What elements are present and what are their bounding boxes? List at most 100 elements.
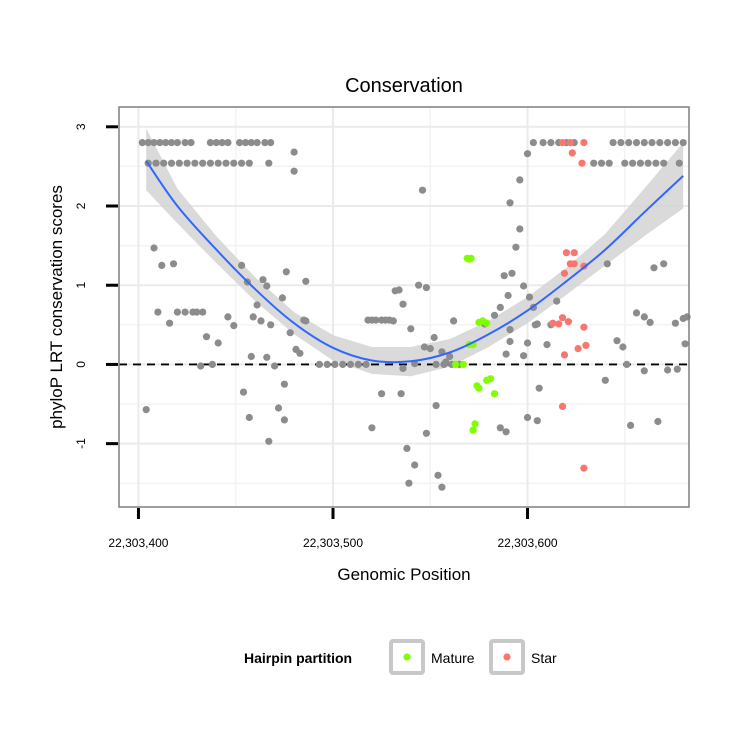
chart-title: Conservation xyxy=(345,75,463,97)
legend-item-mature: Mature xyxy=(389,639,475,675)
point-other xyxy=(502,428,510,436)
point-other xyxy=(625,139,633,147)
legend-title: Hairpin partition xyxy=(244,650,352,666)
point-other xyxy=(214,159,222,167)
point-other xyxy=(166,319,174,327)
smooth-confidence-band xyxy=(146,128,684,377)
point-other xyxy=(315,360,323,368)
point-other xyxy=(539,139,547,147)
point-other xyxy=(627,421,635,429)
point-other xyxy=(671,319,680,327)
point-other xyxy=(224,313,232,321)
point-other xyxy=(648,139,656,147)
point-other xyxy=(372,316,380,324)
point-other xyxy=(535,384,543,392)
point-other xyxy=(212,139,220,147)
point-other xyxy=(675,159,683,167)
point-other xyxy=(399,364,407,372)
point-other xyxy=(302,277,310,285)
point-other xyxy=(214,339,222,347)
point-other xyxy=(389,317,397,325)
point-other xyxy=(500,272,508,280)
point-other xyxy=(619,343,627,351)
point-mature xyxy=(487,375,495,383)
point-other xyxy=(508,269,516,277)
point-star xyxy=(580,139,588,147)
point-star xyxy=(562,249,571,257)
point-other xyxy=(422,284,430,292)
point-other xyxy=(605,159,613,167)
point-other xyxy=(629,159,637,167)
point-other xyxy=(516,225,524,233)
point-other xyxy=(523,339,532,347)
point-other xyxy=(660,159,668,167)
point-other xyxy=(609,139,617,147)
point-star xyxy=(558,139,567,147)
point-other xyxy=(263,282,271,290)
point-other xyxy=(158,261,166,269)
point-other xyxy=(222,159,230,167)
x-tick-label: 22,303,400 xyxy=(108,536,168,550)
point-other xyxy=(144,139,152,147)
point-other xyxy=(265,437,273,445)
point-star xyxy=(564,318,573,326)
point-other xyxy=(671,139,680,147)
point-other xyxy=(432,360,440,368)
point-other xyxy=(543,341,551,349)
point-star xyxy=(578,159,586,167)
point-other xyxy=(523,413,532,422)
point-other xyxy=(673,365,681,373)
point-other xyxy=(339,360,347,368)
point-other xyxy=(597,159,606,167)
point-other xyxy=(156,139,164,147)
point-other xyxy=(512,243,520,251)
point-other xyxy=(193,308,201,316)
point-other xyxy=(267,321,275,329)
point-other xyxy=(160,159,168,167)
point-other xyxy=(187,139,195,147)
legend-dot-mature xyxy=(403,653,411,661)
point-star xyxy=(560,269,569,277)
point-mature xyxy=(483,319,491,327)
point-other xyxy=(529,139,538,147)
point-other xyxy=(450,317,458,325)
point-other xyxy=(167,139,176,147)
point-star xyxy=(574,345,582,353)
point-other xyxy=(432,402,440,410)
point-other xyxy=(636,159,645,167)
point-other xyxy=(191,159,199,167)
y-axis-title: phyloP LRT conservation scores xyxy=(47,185,66,429)
point-other xyxy=(446,352,454,361)
point-other xyxy=(407,325,415,333)
point-other xyxy=(438,483,446,491)
y-axis: -1 0 1 2 3 xyxy=(74,123,118,449)
point-other xyxy=(331,360,339,368)
data-points xyxy=(138,139,691,491)
x-axis: 22,303,400 22,303,500 22,303,600 xyxy=(108,508,558,550)
point-other xyxy=(249,313,257,321)
point-other xyxy=(397,390,405,398)
point-other xyxy=(197,362,205,370)
legend-label-mature: Mature xyxy=(431,650,475,666)
point-other xyxy=(280,380,288,388)
point-other xyxy=(654,417,662,426)
point-other xyxy=(253,139,261,147)
point-other xyxy=(245,413,253,422)
point-other xyxy=(644,159,652,167)
point-other xyxy=(142,406,150,414)
point-other xyxy=(613,337,621,345)
point-other xyxy=(418,186,427,194)
point-other xyxy=(520,352,528,360)
y-tick-label: 0 xyxy=(74,361,88,368)
point-other xyxy=(206,139,214,147)
point-other xyxy=(405,479,413,487)
point-other xyxy=(434,471,442,479)
smooth-fit-line xyxy=(145,160,684,364)
point-other xyxy=(547,139,555,147)
point-other xyxy=(150,139,158,147)
point-other xyxy=(601,376,609,384)
point-other xyxy=(239,388,248,396)
point-other xyxy=(152,159,160,167)
point-other xyxy=(236,139,244,147)
point-other xyxy=(257,317,265,325)
